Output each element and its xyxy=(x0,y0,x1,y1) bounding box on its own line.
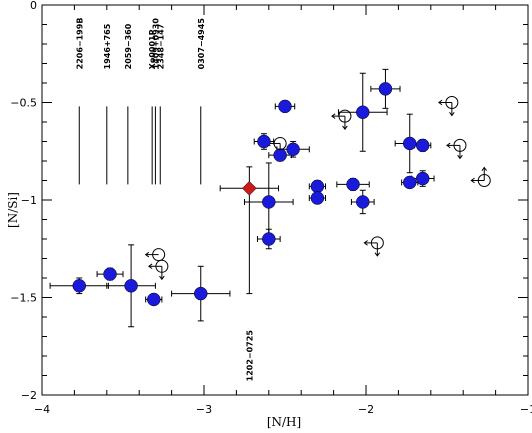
limit-point xyxy=(155,259,169,273)
qso-label: 0307−4945 xyxy=(197,18,206,70)
limit-point xyxy=(477,174,491,187)
limit-arrow-left-head xyxy=(470,177,475,184)
detection-point xyxy=(278,99,292,114)
x-tick-label: −2 xyxy=(358,403,374,416)
detection-point xyxy=(286,142,300,157)
special-point xyxy=(242,180,257,196)
limit-arrow-left-head xyxy=(148,263,153,270)
detection-point xyxy=(262,195,276,209)
qso-label: 2206−199B xyxy=(75,18,84,70)
x-tick-label: −1 xyxy=(520,403,532,416)
limit-arrow-left-head xyxy=(438,99,443,106)
y-tick-label: 0 xyxy=(30,0,37,12)
detection-point xyxy=(147,292,161,307)
limit-point xyxy=(445,96,459,109)
qso-label: 2059−360 xyxy=(124,23,133,69)
detection-point xyxy=(310,191,325,205)
data-points xyxy=(72,82,491,307)
detection-point xyxy=(356,195,370,209)
detection-point xyxy=(262,232,276,246)
limit-arrow-left-head xyxy=(144,251,150,258)
qso-label: 1409+0930 xyxy=(151,18,160,70)
qso-label-bottom: 1202−0725 xyxy=(245,330,254,382)
limit-arrow-left-head xyxy=(446,142,451,149)
limit-point xyxy=(152,248,166,262)
detection-point xyxy=(346,177,360,192)
detection-point xyxy=(310,179,325,194)
y-axis-title: [N/Si] xyxy=(6,192,20,228)
detection-point xyxy=(402,175,417,190)
limit-arrow-down-head xyxy=(342,125,348,131)
y-tick-label: −2 xyxy=(21,389,37,402)
y-tick-label: −1 xyxy=(21,194,37,207)
limit-point xyxy=(453,138,467,152)
qso-label: Xo0001P xyxy=(148,29,157,69)
detection-point xyxy=(72,279,87,293)
limit-arrow-down-head xyxy=(159,275,165,281)
limit-point xyxy=(273,136,287,150)
detection-point xyxy=(124,279,138,293)
limit-arrow-left-head xyxy=(363,240,368,246)
limit-arrow-down-head xyxy=(374,252,381,257)
limit-arrow-up-head xyxy=(481,166,488,172)
limit-arrow-left-head xyxy=(331,113,336,119)
detection-point xyxy=(356,105,370,119)
detection-point xyxy=(103,267,117,281)
detection-point xyxy=(378,82,393,96)
tick-labels: −4 −3 −2 −1 −2 −1.5 −1 −0.5 0 xyxy=(10,0,532,416)
detection-point xyxy=(415,171,430,186)
qso-label: 2348−147 xyxy=(156,24,165,70)
detection-point xyxy=(273,148,287,162)
detection-point xyxy=(257,134,271,149)
limit-point xyxy=(338,109,352,123)
limit-arrow-down-head xyxy=(457,154,463,160)
qso-labels: 2206−199B 1946+765 2059−360 Xo0001P1409+093… xyxy=(75,18,254,382)
axis-ticks xyxy=(41,4,529,396)
detection-point xyxy=(194,286,208,301)
qso-marker-lines xyxy=(78,106,202,185)
detection-point xyxy=(415,138,430,153)
qso-label: 1946+765 xyxy=(103,23,112,69)
detection-point xyxy=(402,136,417,151)
limit-point xyxy=(370,236,384,250)
y-tick-label: −1.5 xyxy=(10,292,37,305)
limit-arrow-down-head xyxy=(449,111,455,117)
y-tick-label: −0.5 xyxy=(10,97,37,110)
x-axis-title: [N/H] xyxy=(267,415,301,429)
x-tick-label: −3 xyxy=(196,403,212,416)
x-tick-label: −4 xyxy=(34,403,50,416)
